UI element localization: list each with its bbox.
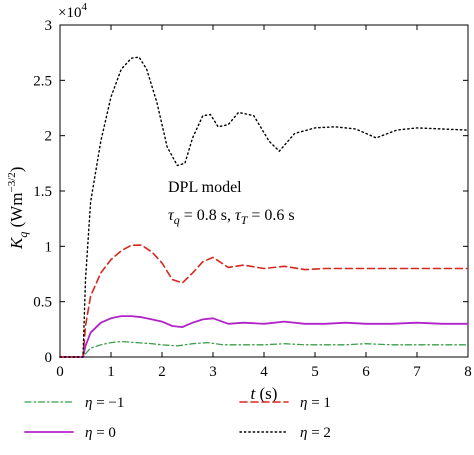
y-tick-label: 0.5 <box>33 295 52 311</box>
x-tick-label: 7 <box>413 364 421 380</box>
legend: η = −1 η = 1 η = 0 η = 2 <box>24 395 331 441</box>
plot-frame <box>59 24 469 358</box>
y-tick-label: 2.5 <box>33 73 52 89</box>
legend-label: η = 2 <box>300 425 331 441</box>
x-tick-label: 1 <box>107 364 115 380</box>
legend-item: η = 2 <box>239 425 331 441</box>
x-tick-label: 8 <box>464 364 472 380</box>
series-line <box>59 56 469 358</box>
annotation-model: DPL model <box>168 179 242 196</box>
legend-label: η = −1 <box>85 395 124 411</box>
y-axis-multiplier: ×104 <box>58 1 87 21</box>
x-tick-label: 2 <box>158 364 166 380</box>
x-tick-label: 0 <box>56 364 64 380</box>
y-tick-label: 0 <box>45 350 53 366</box>
axis-ticks: 0 1 2 3 4 5 6 7 8 0 0.5 1 1.5 2 2.5 3 <box>33 18 472 380</box>
legend-label: η = 1 <box>300 395 331 411</box>
x-tick-label: 6 <box>362 364 370 380</box>
legend-label: η = 0 <box>85 425 116 441</box>
x-tick-label: 3 <box>209 364 217 380</box>
x-tick-label: 4 <box>260 364 268 380</box>
annotation-parameters: τq = 0.8 s, τT = 0.6 s <box>168 207 295 227</box>
y-tick-label: 1.5 <box>33 184 52 200</box>
series-line <box>59 244 469 358</box>
series-line <box>59 315 469 358</box>
legend-item: η = −1 <box>24 395 124 411</box>
x-axis-label: t (s) <box>251 384 278 403</box>
series-line <box>59 340 469 358</box>
x-tick-label: 5 <box>311 364 319 380</box>
legend-item: η = 1 <box>239 395 331 411</box>
legend-item: η = 0 <box>24 425 116 441</box>
y-tick-label: 2 <box>45 129 53 145</box>
y-tick-label: 3 <box>45 18 53 34</box>
y-axis-label: Kq (Wm−3/2) <box>6 167 30 250</box>
y-tick-label: 1 <box>45 239 53 255</box>
series-lines <box>59 56 469 358</box>
